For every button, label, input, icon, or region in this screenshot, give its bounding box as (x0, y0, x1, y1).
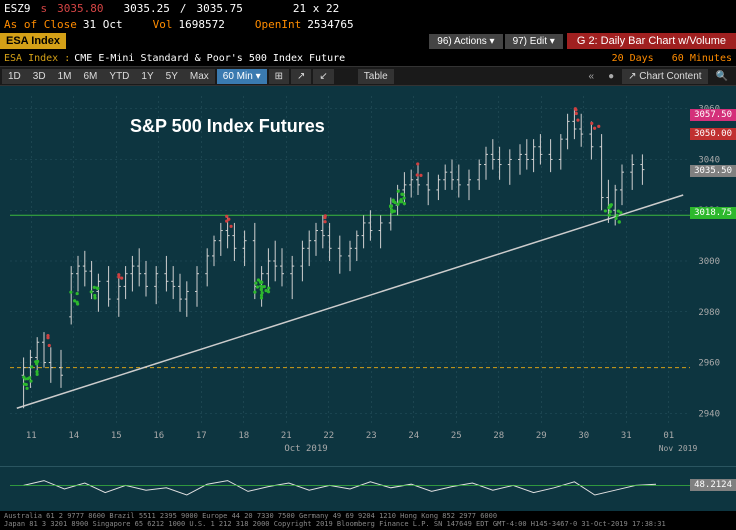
svg-text:14: 14 (68, 431, 79, 441)
svg-text:21: 21 (281, 431, 292, 441)
price-chart[interactable]: 2940296029803000302030403060111415161718… (0, 86, 736, 466)
svg-text:2940: 2940 (698, 409, 720, 419)
period-5y[interactable]: 5Y (160, 69, 184, 84)
svg-text:24: 24 (408, 431, 419, 441)
index-tab[interactable]: ESA Index (0, 33, 66, 49)
footer-line-1: Australia 61 2 9777 8600 Brazil 5511 239… (4, 512, 732, 520)
svg-text:15: 15 (111, 431, 122, 441)
period-1y[interactable]: 1Y (135, 69, 159, 84)
period-active[interactable]: 60 Min ▾ (217, 69, 267, 84)
svg-text:28: 28 (493, 431, 504, 441)
header-row-2: As of Close 31 Oct Vol 1698572 OpenInt 2… (0, 16, 736, 32)
svg-text:2960: 2960 (698, 359, 720, 369)
svg-text:23: 23 (366, 431, 377, 441)
range-minutes: 60 Minutes (672, 53, 732, 64)
date: 31 Oct (83, 18, 123, 31)
svg-text:29: 29 (536, 431, 547, 441)
svg-text:16: 16 (153, 431, 164, 441)
nav-prev[interactable]: « (589, 71, 595, 82)
svg-text:22: 22 (323, 431, 334, 441)
bid: 3035.25 (123, 2, 169, 15)
svg-text:30: 30 (578, 431, 589, 441)
svg-text:01: 01 (663, 431, 674, 441)
period-3d[interactable]: 3D (27, 69, 52, 84)
table-button[interactable]: Table (358, 69, 394, 84)
period-1d[interactable]: 1D (2, 69, 27, 84)
as-of-label: As of Close (4, 18, 77, 31)
price-flag: 3018.75 (690, 207, 736, 219)
size: 21 x 22 (293, 2, 339, 15)
indicator-flag: 48.2124 (690, 479, 736, 491)
slash: / (180, 2, 187, 15)
footer: Australia 61 2 9777 8600 Brazil 5511 239… (0, 510, 736, 530)
chart-toolbar: 1D3D1M6MYTD1Y5YMax 60 Min ▾ ⊞ ↗ ↙ Table … (0, 66, 736, 86)
price-flag: 3050.00 (690, 128, 736, 140)
instrument-row: ESA Index : CME E-Mini Standard & Poor's… (0, 50, 736, 66)
svg-text:3000: 3000 (698, 257, 720, 267)
price-flag: 3035.50 (690, 165, 736, 177)
tool-icon-2[interactable]: ↗ (291, 69, 311, 84)
vol-value: 1698572 (178, 18, 224, 31)
magnify-icon[interactable]: 🔍 (716, 71, 728, 82)
tool-icon-3[interactable]: ↙ (313, 69, 333, 84)
oi-label: OpenInt (255, 18, 301, 31)
ticker: ESZ9 (4, 2, 31, 15)
header-row-1: ESZ9 s 3035.80 3035.25 / 3035.75 21 x 22 (0, 0, 736, 16)
chart-title-bar: G 2: Daily Bar Chart w/Volume (567, 33, 736, 49)
svg-text:Oct 2019: Oct 2019 (284, 444, 327, 454)
tool-icon-1[interactable]: ⊞ (269, 69, 289, 84)
nav-next[interactable]: ● (608, 71, 614, 82)
period-max[interactable]: Max (184, 69, 215, 84)
vol-label: Vol (153, 18, 173, 31)
actions-button[interactable]: 96) Actions ▾ (429, 34, 502, 49)
footer-line-2: Japan 81 3 3201 8900 Singapore 65 6212 1… (4, 520, 732, 528)
range-days: 20 Days (612, 53, 654, 64)
chart-overlay-title: S&P 500 Index Futures (130, 116, 325, 137)
svg-text:17: 17 (196, 431, 207, 441)
edit-button[interactable]: 97) Edit ▾ (505, 34, 563, 49)
title-bar: ESA Index 96) Actions ▾ 97) Edit ▾ G 2: … (0, 32, 736, 50)
instrument-name: CME E-Mini Standard & Poor's 500 Index F… (74, 53, 345, 64)
oi-value: 2534765 (307, 18, 353, 31)
indicator-panel[interactable]: 48.2124 (0, 466, 736, 510)
period-ytd[interactable]: YTD (103, 69, 135, 84)
ask: 3035.75 (196, 2, 242, 15)
period-6m[interactable]: 6M (78, 69, 104, 84)
period-1m[interactable]: 1M (52, 69, 78, 84)
instrument-label: ESA Index : (4, 53, 70, 64)
svg-text:25: 25 (451, 431, 462, 441)
svg-text:31: 31 (621, 431, 632, 441)
svg-text:Nov 2019: Nov 2019 (659, 444, 698, 453)
svg-text:18: 18 (238, 431, 249, 441)
price-flag: 3057.50 (690, 109, 736, 121)
svg-text:11: 11 (26, 431, 37, 441)
s-prefix: s (41, 2, 48, 15)
chart-content-button[interactable]: ↗ Chart Content (622, 69, 707, 84)
svg-text:2980: 2980 (698, 308, 720, 318)
last-price: 3035.80 (57, 2, 103, 15)
